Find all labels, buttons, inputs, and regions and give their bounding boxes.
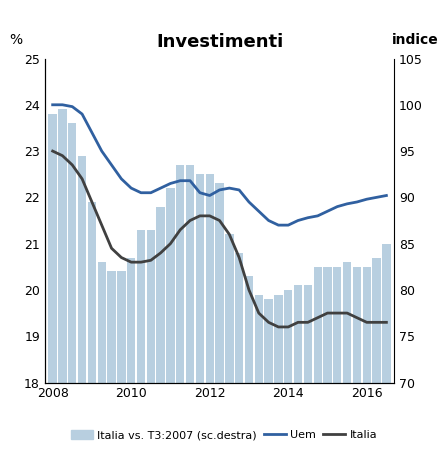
Bar: [117, 271, 125, 450]
Bar: [245, 276, 253, 450]
Bar: [156, 207, 165, 450]
Bar: [215, 184, 224, 450]
Text: indice: indice: [392, 33, 439, 47]
Legend: Italia vs. T3:2007 (sc.destra), Uem, Italia: Italia vs. T3:2007 (sc.destra), Uem, Ita…: [66, 425, 382, 445]
Bar: [314, 267, 322, 450]
Bar: [362, 267, 371, 450]
Bar: [176, 165, 185, 450]
Bar: [343, 262, 351, 450]
Bar: [235, 253, 243, 450]
Bar: [88, 202, 96, 450]
Bar: [68, 123, 77, 450]
Bar: [78, 156, 86, 450]
Bar: [333, 267, 341, 450]
Bar: [48, 114, 57, 450]
Bar: [254, 295, 263, 450]
Bar: [304, 285, 312, 450]
Bar: [382, 243, 391, 450]
Text: %: %: [9, 33, 22, 47]
Title: Investimenti: Investimenti: [156, 33, 283, 51]
Bar: [323, 267, 332, 450]
Bar: [137, 230, 145, 450]
Bar: [294, 285, 302, 450]
Bar: [108, 271, 116, 450]
Bar: [264, 299, 273, 450]
Bar: [225, 234, 233, 450]
Bar: [206, 174, 214, 450]
Bar: [58, 109, 67, 450]
Bar: [146, 230, 155, 450]
Bar: [284, 290, 293, 450]
Bar: [196, 174, 204, 450]
Bar: [98, 262, 106, 450]
Bar: [372, 257, 381, 450]
Bar: [353, 267, 361, 450]
Bar: [274, 295, 283, 450]
Bar: [186, 165, 194, 450]
Bar: [166, 188, 175, 450]
Bar: [127, 257, 135, 450]
